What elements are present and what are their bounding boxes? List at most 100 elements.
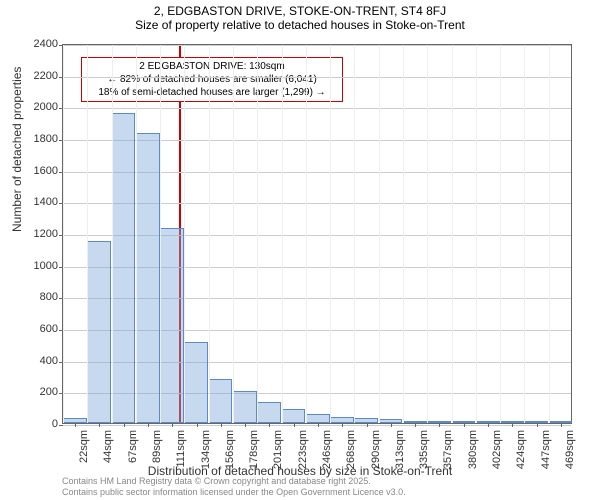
ytick-label: 2400: [34, 38, 58, 50]
xtick-label: 67sqm: [127, 430, 139, 463]
ytick-label: 1600: [34, 165, 58, 177]
xtick-label: 22sqm: [78, 430, 90, 463]
xtick-label: 290sqm: [370, 430, 382, 469]
xtick-mark: [415, 423, 416, 427]
xtick-label: 313sqm: [394, 430, 406, 469]
ytick-label: 1800: [34, 133, 58, 145]
xtick-mark: [367, 423, 368, 427]
histogram-bar: [257, 402, 281, 423]
gridline-v: [549, 45, 550, 423]
xtick-mark: [221, 423, 222, 427]
gridline-v: [524, 45, 525, 423]
gridline-v: [427, 45, 428, 423]
ytick-label: 1400: [34, 196, 58, 208]
gridline-v: [379, 45, 380, 423]
xtick-mark: [172, 423, 173, 427]
xtick-mark: [512, 423, 513, 427]
xtick-mark: [488, 423, 489, 427]
ytick-label: 1200: [34, 228, 58, 240]
histogram-bar: [160, 228, 184, 423]
gridline-v: [257, 45, 258, 423]
annotation-box: 2 EDGBASTON DRIVE: 130sqm ← 82% of detac…: [81, 57, 343, 102]
histogram-bar: [306, 414, 330, 424]
gridline-h: [63, 108, 571, 109]
xtick-mark: [99, 423, 100, 427]
gridline-v: [184, 45, 185, 423]
xtick-mark: [439, 423, 440, 427]
xtick-mark: [124, 423, 125, 427]
ytick-label: 1000: [34, 260, 58, 272]
gridline-v: [354, 45, 355, 423]
histogram-bar: [184, 342, 208, 423]
gridline-v: [330, 45, 331, 423]
xtick-label: 447sqm: [540, 430, 552, 469]
ytick-label: 2000: [34, 101, 58, 113]
xtick-label: 44sqm: [102, 430, 114, 463]
annotation-line-2: ← 82% of detached houses are smaller (6,…: [88, 73, 336, 86]
gridline-v: [500, 45, 501, 423]
gridline-v: [403, 45, 404, 423]
ytick-label: 200: [40, 386, 58, 398]
xtick-label: 89sqm: [151, 430, 163, 463]
xtick-mark: [148, 423, 149, 427]
histogram-bar: [233, 391, 257, 423]
ytick-label: 600: [40, 323, 58, 335]
xtick-mark: [342, 423, 343, 427]
y-axis-label: Number of detached properties: [10, 67, 24, 232]
ytick-label: 0: [52, 418, 58, 430]
gridline-v: [63, 45, 64, 423]
gridline-v: [112, 45, 113, 423]
gridline-v: [306, 45, 307, 423]
gridline-v: [87, 45, 88, 423]
xtick-mark: [294, 423, 295, 427]
xtick-label: 246sqm: [321, 430, 333, 469]
gridline-v: [160, 45, 161, 423]
histogram-bar: [282, 409, 306, 423]
xtick-label: 424sqm: [515, 430, 527, 469]
ytick-label: 800: [40, 291, 58, 303]
xtick-label: 469sqm: [564, 430, 576, 469]
ytick-label: 400: [40, 355, 58, 367]
gridline-v: [233, 45, 234, 423]
gridline-v: [476, 45, 477, 423]
xtick-mark: [269, 423, 270, 427]
gridline-h: [63, 45, 571, 46]
xtick-mark: [75, 423, 76, 427]
xtick-mark: [245, 423, 246, 427]
ytick-mark: [59, 425, 63, 426]
histogram-bar: [136, 133, 160, 423]
chart-plot-area: 2 EDGBASTON DRIVE: 130sqm ← 82% of detac…: [62, 44, 572, 424]
gridline-h: [63, 77, 571, 78]
xtick-mark: [537, 423, 538, 427]
xtick-label: 380sqm: [467, 430, 479, 469]
footer-attribution: Contains HM Land Registry data © Crown c…: [62, 476, 406, 498]
xtick-label: 268sqm: [345, 430, 357, 469]
xtick-label: 335sqm: [418, 430, 430, 469]
xtick-label: 357sqm: [442, 430, 454, 469]
xtick-mark: [561, 423, 562, 427]
gridline-h: [63, 425, 571, 426]
chart-title-1: 2, EDGBASTON DRIVE, STOKE-ON-TRENT, ST4 …: [0, 0, 600, 18]
xtick-mark: [197, 423, 198, 427]
footer-line-1: Contains HM Land Registry data © Crown c…: [62, 476, 406, 487]
chart-title-2: Size of property relative to detached ho…: [0, 18, 600, 34]
xtick-label: 402sqm: [491, 430, 503, 469]
gridline-v: [282, 45, 283, 423]
histogram-bar: [87, 241, 111, 423]
annotation-line-3: 18% of semi-detached houses are larger (…: [88, 86, 336, 99]
footer-line-2: Contains public sector information licen…: [62, 487, 406, 498]
annotation-line-1: 2 EDGBASTON DRIVE: 130sqm: [88, 60, 336, 73]
xtick-label: 223sqm: [297, 430, 309, 469]
histogram-bar: [209, 379, 233, 423]
xtick-label: 111sqm: [175, 430, 187, 468]
xtick-label: 156sqm: [224, 430, 236, 469]
gridline-v: [452, 45, 453, 423]
xtick-mark: [391, 423, 392, 427]
xtick-mark: [318, 423, 319, 427]
gridline-v: [209, 45, 210, 423]
xtick-mark: [464, 423, 465, 427]
xtick-label: 178sqm: [248, 430, 260, 469]
gridline-v: [136, 45, 137, 423]
ytick-label: 2200: [34, 70, 58, 82]
xtick-label: 201sqm: [272, 430, 284, 469]
